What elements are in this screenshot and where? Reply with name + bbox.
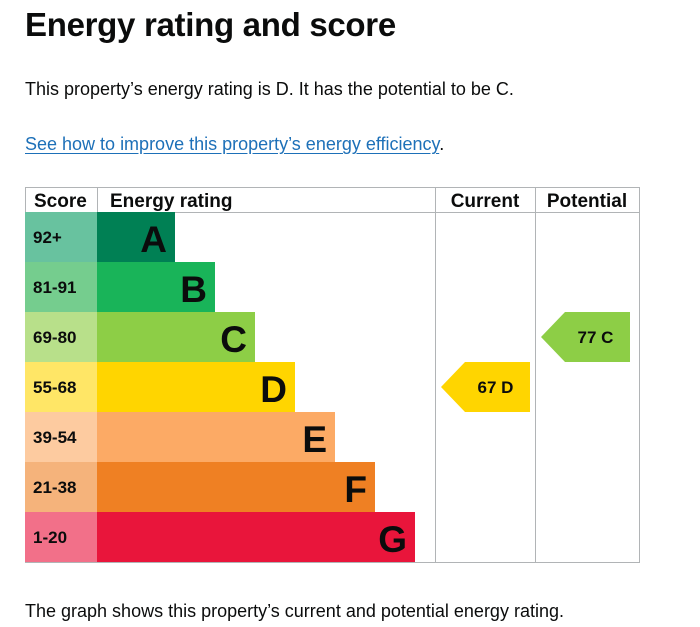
score-cell-f [25,462,97,512]
score-label-e: 39-54 [33,428,77,447]
rating-bar-e [97,412,335,462]
rating-letter-g: G [378,519,407,560]
rating-letter-d: D [260,369,287,410]
score-cell-c [25,312,97,362]
energy-rating-header: Energy rating [110,191,232,212]
rating-summary: This property’s energy rating is D. It h… [25,79,514,99]
rating-bar-g [97,512,415,562]
potential-header: Potential [547,191,627,212]
score-cell-e [25,412,97,462]
score-cell-d [25,362,97,412]
rating-bar-b [97,262,215,312]
score-label-d: 55-68 [33,378,76,397]
potential-marker-label: 77 C [578,328,614,347]
current-header: Current [451,191,520,212]
improve-efficiency-line: See how to improve this property’s energ… [25,134,444,155]
rating-bar-d [97,362,295,412]
rating-letter-f: F [344,469,367,510]
current-marker-label: 67 D [478,378,514,397]
current-marker [441,362,530,412]
rating-letter-a: A [140,219,167,260]
rating-letter-e: E [302,419,327,460]
score-cell-b [25,262,97,312]
rating-letter-c: C [220,319,247,360]
potential-marker [541,312,630,362]
link-suffix: . [439,134,445,154]
page-title: Energy rating and score [25,6,396,43]
rating-bar-a [97,212,175,262]
score-label-a: 92+ [33,228,62,247]
rating-letter-b: B [180,269,207,310]
score-cell-g [25,512,97,562]
score-label-c: 69-80 [33,328,76,347]
chart-caption: The graph shows this property’s current … [25,601,564,621]
score-label-f: 21-38 [33,478,76,497]
rating-bar-c [97,312,255,362]
score-label-g: 1-20 [33,528,67,547]
score-label-b: 81-91 [33,278,76,297]
improve-efficiency-link[interactable]: See how to improve this property’s energ… [25,134,440,154]
score-header: Score [34,191,87,212]
rating-bar-f [97,462,375,512]
score-cell-a [25,212,97,262]
